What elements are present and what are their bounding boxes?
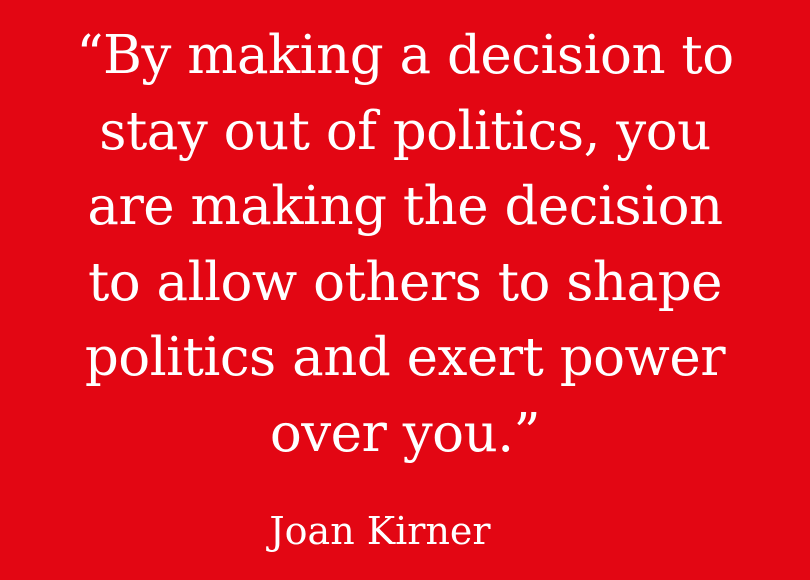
quote-line-4: to allow others to shape: [87, 251, 723, 313]
quote-line-2: stay out of politics, you: [99, 100, 711, 162]
quote-line-1: “By making a decision to: [76, 25, 734, 86]
quote-author: Joan Kirner: [269, 509, 491, 553]
quote-line-3: are making the decision: [87, 176, 723, 237]
quote-line-6: over you.”: [269, 402, 541, 464]
quote-text: “By making a decision to stay out of pol…: [0, 18, 810, 471]
quote-line-5: politics and exert power: [84, 327, 726, 388]
